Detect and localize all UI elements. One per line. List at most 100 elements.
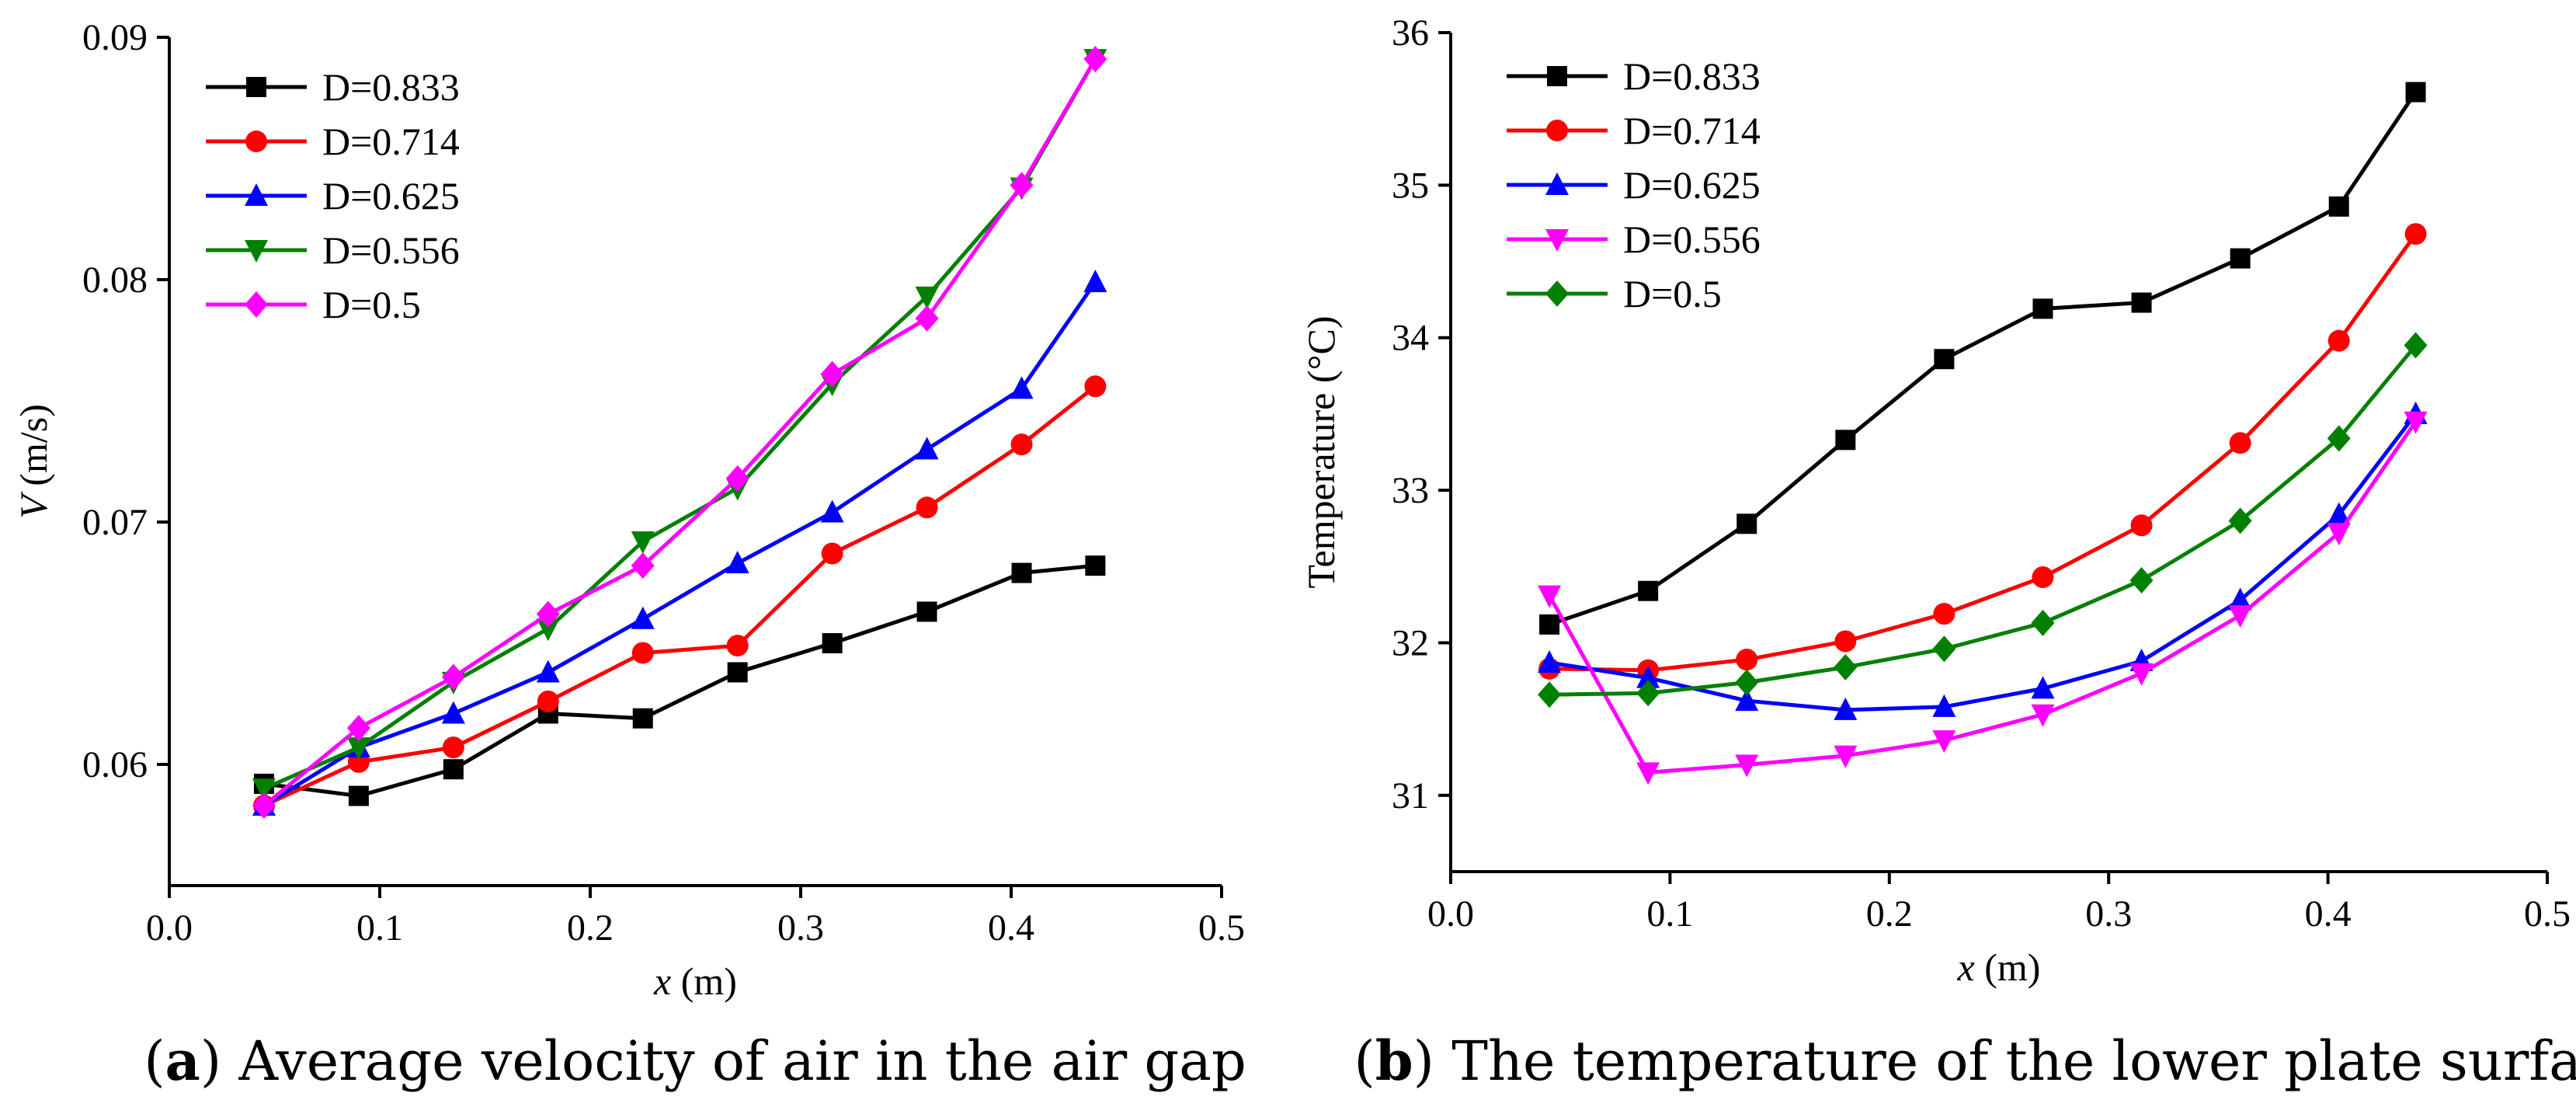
- y-tick-label: 35: [1392, 165, 1429, 206]
- legend-swatch-marker: [245, 291, 268, 318]
- data-point: [1834, 745, 1858, 768]
- x-tick-label: 0.0: [1427, 893, 1474, 935]
- data-point: [631, 552, 655, 580]
- caption-paren-open: (: [144, 1029, 165, 1093]
- legend-swatch-marker: [245, 183, 268, 206]
- legend-swatch-marker: [1545, 280, 1569, 307]
- data-point: [346, 737, 370, 761]
- legend-label: D=0.833: [322, 65, 460, 109]
- x-tick-label: 0.5: [1198, 907, 1245, 949]
- x-tick-label: 0.1: [356, 907, 403, 949]
- data-point: [915, 437, 939, 460]
- data-point: [2229, 432, 2251, 454]
- data-point: [726, 635, 749, 657]
- legend-swatch-marker: [1547, 66, 1567, 86]
- data-point: [2404, 332, 2428, 359]
- data-point: [536, 618, 560, 642]
- legend-swatch-marker: [1546, 120, 1568, 141]
- x-axis-variable: x: [1957, 945, 1985, 989]
- data-point: [2228, 605, 2252, 628]
- data-point: [820, 500, 844, 523]
- data-point: [536, 600, 560, 628]
- data-point: [2327, 502, 2351, 525]
- series-line: [1549, 343, 2418, 697]
- data-point: [1932, 694, 1956, 717]
- y-axis-unit: (m/s): [12, 404, 55, 486]
- data-point: [252, 778, 276, 802]
- figure-caption: (a) Average velocity of air in the air g…: [144, 1029, 1246, 1093]
- x-axis-title: x (m): [1957, 945, 2041, 989]
- x-tick-label: 0.2: [1866, 893, 1913, 935]
- data-point: [2129, 566, 2154, 594]
- data-point: [1636, 680, 1660, 707]
- data-point: [631, 642, 654, 664]
- data-point: [2032, 566, 2054, 589]
- data-point: [2327, 523, 2351, 546]
- data-point: [2131, 292, 2152, 313]
- data-point: [727, 662, 748, 683]
- data-point: [916, 496, 938, 519]
- series-line: [262, 280, 1097, 808]
- y-axis-title: Temperature (°C): [1299, 315, 1343, 588]
- x-tick-label: 0.2: [567, 907, 614, 949]
- data-point: [1736, 513, 1757, 534]
- data-point: [2031, 609, 2055, 636]
- data-point: [1834, 697, 1858, 720]
- data-point: [1084, 375, 1107, 398]
- data-point: [1934, 349, 1955, 370]
- x-tick-label: 0.4: [988, 907, 1034, 949]
- legend: D=0.833 D=0.714 D=0.625 D=0.556 D=0.5: [206, 65, 460, 326]
- legend-label: D=0.625: [322, 174, 460, 218]
- data-point: [1636, 665, 1660, 688]
- data-point: [1538, 649, 1562, 673]
- data-point: [631, 531, 655, 554]
- data-point: [1735, 688, 1759, 712]
- data-point: [2327, 425, 2351, 452]
- legend-swatch-marker: [246, 77, 266, 97]
- data-point: [2228, 507, 2252, 534]
- series-line: [1549, 232, 2418, 673]
- series-D=0.833: [1539, 82, 2426, 635]
- legend-swatch-marker: [245, 240, 268, 263]
- data-point: [1835, 430, 1856, 451]
- data-point: [1010, 172, 1034, 199]
- caption-paren-open: (: [1354, 1029, 1375, 1093]
- data-point: [442, 736, 464, 759]
- x-axis-unit: (m): [681, 959, 737, 1003]
- series-line: [262, 57, 1097, 807]
- y-axis-variable: V: [12, 486, 55, 519]
- data-point: [821, 542, 843, 565]
- legend-label: D=0.714: [322, 120, 460, 163]
- x-tick-label: 0.3: [2085, 893, 2132, 935]
- data-point: [632, 708, 653, 729]
- data-point: [1638, 580, 1659, 601]
- data-point: [2230, 248, 2251, 269]
- legend-label: D=0.556: [1623, 218, 1761, 261]
- data-point: [2032, 298, 2053, 319]
- data-point: [1932, 730, 1956, 754]
- legend: D=0.833 D=0.714 D=0.625 D=0.556 D=0.5: [1507, 54, 1761, 315]
- data-point: [1083, 46, 1107, 73]
- data-point: [1932, 635, 1956, 663]
- data-point: [536, 660, 560, 683]
- chart-panel-a: 0.0 0.1 0.2 0.3 0.4 0.5 0.06 0.07 0.08 0.09 x (m) V…: [12, 17, 1246, 1093]
- data-point: [537, 690, 559, 712]
- figure-caption: (b) The temperature of the lower plate s…: [1354, 1029, 2576, 1093]
- legend-label: D=0.714: [1623, 109, 1761, 152]
- legend-label: D=0.556: [322, 228, 460, 272]
- data-point: [1083, 270, 1107, 293]
- data-point: [1735, 669, 1759, 696]
- data-point: [1010, 433, 1033, 456]
- data-point: [725, 465, 749, 492]
- series-D=0.625: [1538, 401, 2428, 720]
- series-D=0.5: [1538, 332, 2428, 708]
- data-point: [1085, 555, 1106, 576]
- series-line: [262, 385, 1097, 808]
- data-point: [1010, 376, 1034, 399]
- legend-label: D=0.5: [1623, 272, 1722, 315]
- data-point: [2031, 704, 2055, 727]
- legend-label: D=0.833: [1623, 54, 1761, 98]
- y-tick-label: 33: [1392, 470, 1429, 511]
- legend-swatch-marker: [1545, 229, 1569, 252]
- data-point: [441, 663, 465, 691]
